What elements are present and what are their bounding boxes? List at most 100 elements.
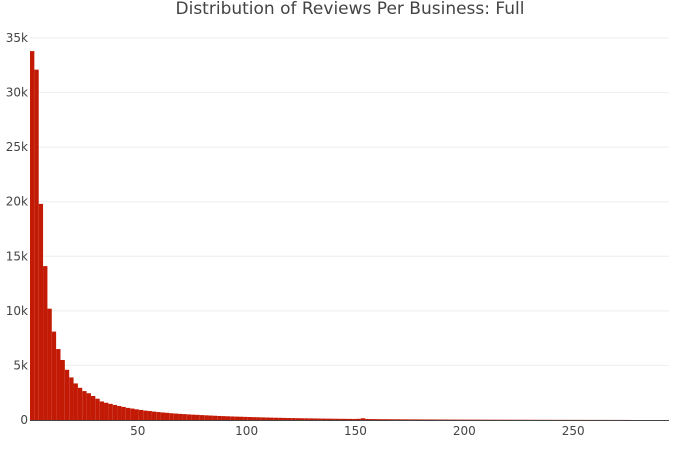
histogram-bar	[143, 410, 148, 420]
histogram-bar	[330, 418, 335, 420]
histogram-bar	[47, 308, 52, 420]
histogram-bar	[125, 407, 131, 420]
histogram-bar	[417, 419, 422, 420]
histogram-bar	[77, 387, 83, 420]
histogram-bar	[404, 419, 409, 420]
histogram-bar	[269, 417, 274, 420]
histogram-bar	[291, 418, 296, 420]
histogram-bar	[95, 398, 100, 420]
histogram-bar	[104, 402, 109, 420]
histogram-bar	[212, 415, 218, 420]
histogram-bar	[178, 413, 183, 420]
histogram-bar	[317, 418, 322, 420]
histogram-bar	[421, 419, 427, 420]
histogram-bar	[151, 411, 157, 420]
histogram-bar	[130, 408, 135, 420]
x-tick-label: 200	[453, 424, 476, 438]
x-tick-label: 150	[344, 424, 367, 438]
histogram-bar	[273, 417, 279, 420]
histogram-bar	[147, 411, 152, 420]
histogram-bar	[195, 414, 200, 420]
histogram-bar	[286, 418, 292, 420]
x-tick-label: 100	[235, 424, 258, 438]
histogram-bar	[256, 417, 261, 420]
histogram-bar	[160, 412, 165, 420]
histogram-bar	[387, 419, 392, 420]
histogram-bar	[56, 349, 61, 420]
histogram-bar	[369, 419, 374, 420]
histogram-bar	[252, 417, 257, 420]
histogram-bar	[295, 418, 300, 420]
histogram-bar	[378, 419, 383, 420]
histogram-bar	[108, 403, 113, 420]
histogram-bar	[400, 419, 405, 420]
histogram-bar	[138, 409, 144, 420]
histogram-bar	[51, 331, 57, 420]
histogram-bar	[90, 395, 96, 420]
histogram-bar	[217, 415, 222, 420]
histogram-bar	[208, 415, 213, 420]
histogram-bar	[186, 414, 192, 420]
histogram-bar	[199, 415, 205, 420]
histogram-bar	[60, 359, 65, 420]
histogram-bar	[413, 419, 418, 420]
histogram-bar	[156, 412, 161, 420]
histogram-bar	[334, 418, 340, 420]
histogram-bar	[434, 419, 440, 420]
y-tick-label: 15k	[6, 249, 28, 263]
y-tick-label: 0	[20, 413, 28, 427]
histogram-bar	[117, 406, 122, 420]
histogram-bar	[304, 418, 309, 420]
histogram-bar	[352, 418, 357, 420]
histogram-bar	[34, 69, 39, 420]
y-tick-label: 5k	[13, 358, 28, 372]
histogram-bar	[99, 401, 105, 420]
y-tick-label: 30k	[6, 86, 28, 100]
histogram-bar	[173, 413, 179, 420]
histogram-bar	[282, 417, 287, 420]
histogram-bar	[121, 406, 126, 420]
histogram-bar	[43, 266, 48, 420]
gridlines	[30, 37, 669, 366]
histogram-bar	[86, 393, 91, 420]
histogram-bar	[191, 414, 196, 420]
histogram-bar	[73, 383, 78, 420]
histogram-bar	[38, 203, 44, 420]
bars	[30, 51, 631, 421]
histogram-bar	[112, 404, 118, 420]
y-tick-label: 10k	[6, 304, 28, 318]
histogram-bar	[408, 419, 414, 420]
histogram-bar	[395, 419, 401, 420]
histogram-bar	[260, 417, 266, 420]
histogram-bar	[225, 416, 231, 420]
histogram-bar	[365, 418, 370, 420]
histogram-bar	[204, 415, 209, 420]
histogram-bar	[356, 418, 361, 420]
histogram-bar	[278, 417, 283, 420]
histogram-bar	[243, 416, 248, 420]
histogram-bar	[69, 377, 74, 420]
chart-title: Distribution of Reviews Per Business: Fu…	[175, 0, 525, 19]
histogram-bar	[313, 418, 318, 420]
y-tick-label: 25k	[6, 140, 28, 154]
histogram-bar	[299, 418, 305, 420]
histogram-bar	[308, 418, 314, 420]
histogram-bar	[30, 51, 35, 421]
histogram-bar	[339, 418, 344, 420]
tick-labels: 0 5k 10k 15k 20k 25k 30k 35k 50 100 150 200 250	[6, 31, 585, 438]
histogram-bar	[134, 409, 139, 420]
histogram-bar	[64, 369, 70, 420]
histogram-bar	[373, 419, 379, 420]
x-tick-label: 250	[562, 424, 585, 438]
histogram-bar	[430, 419, 435, 420]
histogram-bar	[182, 414, 187, 420]
histogram-bar	[82, 391, 87, 420]
histogram-bar	[347, 418, 353, 420]
histogram-bar	[221, 416, 226, 420]
histogram-bar	[426, 419, 431, 420]
histogram-bar	[321, 418, 327, 420]
histogram-bar	[230, 416, 235, 420]
x-tick-label: 50	[130, 424, 145, 438]
histogram-bar	[169, 413, 174, 420]
